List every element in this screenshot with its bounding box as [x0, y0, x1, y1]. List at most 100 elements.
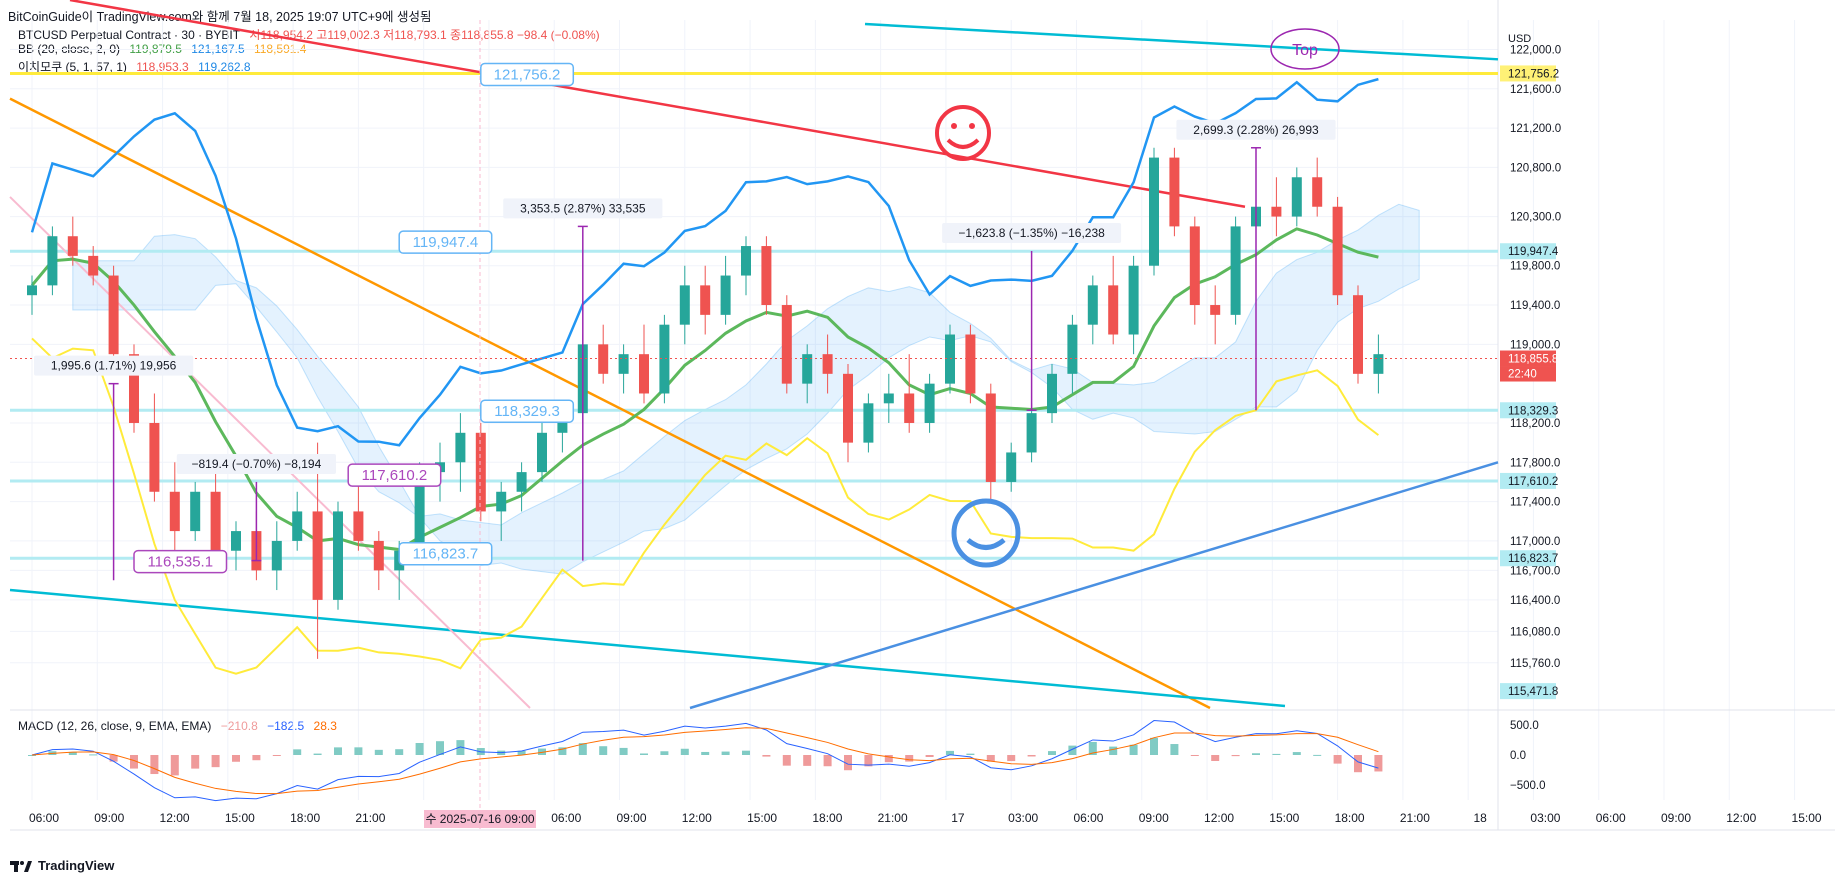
candle-body	[537, 432, 547, 473]
price-badge	[1500, 472, 1556, 489]
price-badge-countdown: 22:40	[1508, 369, 1537, 381]
price-badge-text: 117,610.2	[1508, 476, 1558, 488]
macd-histogram-bar	[436, 741, 444, 755]
chart-header: BitCoinGuide이 TradingView.com와 함께 7월 18,…	[8, 10, 432, 24]
symbol-legend[interactable]: BTCUSD Perpetual Contract · 30 · BYBIT 시…	[18, 26, 606, 43]
price-tick-label: 119,800.0	[1510, 261, 1560, 273]
price-callout-box	[480, 399, 575, 423]
price-badge-text: 118,855.8	[1508, 354, 1558, 366]
measure-label: 3,353.5 (2.87%) 33,535	[520, 201, 646, 215]
time-tick-label: 06:00	[1596, 811, 1626, 825]
tradingview-logo-icon	[10, 859, 32, 873]
macd-histogram-bar	[109, 755, 118, 762]
macd-histogram-bar	[89, 754, 98, 756]
candle-body	[67, 236, 78, 256]
macd-histogram-bar	[1252, 753, 1260, 755]
candle-body	[639, 354, 649, 394]
candle-body	[1312, 177, 1323, 207]
price-tick-label: 119,400.0	[1510, 300, 1560, 312]
candle-body	[1271, 206, 1282, 217]
measure-label-bg	[503, 198, 663, 219]
candle-body	[475, 432, 486, 512]
macd-histogram-bar	[28, 755, 36, 756]
price-callout-text: 117,610.2	[362, 467, 428, 484]
candle-body	[781, 305, 792, 384]
price-tick-label: 121,600.0	[1510, 84, 1561, 96]
candle-body	[1353, 295, 1363, 374]
time-tick-label: 12:00	[682, 811, 712, 825]
candle-body	[27, 285, 37, 296]
candle-body	[1373, 354, 1384, 374]
price-callout-box	[347, 463, 442, 487]
macd-histogram-bar	[170, 755, 179, 776]
macd-histogram-bar	[415, 742, 424, 755]
footer-brand: TradingView	[38, 858, 115, 873]
candle-body	[47, 236, 58, 286]
candle-body	[1189, 226, 1200, 306]
time-tick-label: 18:00	[812, 811, 842, 825]
macd-histogram-bar	[660, 751, 669, 755]
time-tick-label: 06:00	[1073, 811, 1103, 825]
candle-body	[1108, 285, 1119, 335]
measure-label-bg	[942, 222, 1122, 243]
price-badge-text: 119,947.4	[1508, 246, 1559, 258]
macd-histogram-bar	[1292, 752, 1301, 755]
bb-upper-line	[30, 77, 1379, 447]
ichimoku-cloud	[72, 203, 1420, 575]
macd-histogram-bar	[986, 755, 995, 762]
candle-body	[1006, 452, 1017, 482]
price-tick-label: 121,200.0	[1510, 123, 1561, 135]
macd-histogram-bar	[558, 747, 567, 755]
macd-histogram-bar	[640, 753, 648, 755]
crosshair-time-label: 수 2025-07-16 09:00	[425, 812, 534, 826]
trend-line-cyan-upper	[864, 22, 1499, 61]
macd-histogram-bar	[1048, 751, 1056, 755]
macd-histogram-bar	[374, 749, 383, 755]
candle-body	[373, 540, 384, 571]
candle-body	[1067, 324, 1078, 374]
candle-body	[659, 324, 670, 394]
candle-body	[700, 285, 711, 315]
candle-body	[353, 511, 364, 541]
time-tick-label: 06:00	[551, 811, 581, 825]
price-badge	[1500, 550, 1556, 567]
price-callout-box	[398, 541, 493, 566]
macd-histogram-bar	[925, 755, 934, 757]
price-tick-label: 120,800.0	[1510, 162, 1561, 174]
smile-face-icon	[951, 498, 1021, 568]
candle-body	[149, 422, 160, 492]
time-tick-label: 18:00	[1335, 811, 1365, 825]
measure-label: −1,623.8 (−1.35%) −16,238	[958, 226, 1105, 240]
candle-body	[557, 413, 568, 433]
macd-histogram-bar	[1333, 755, 1342, 764]
candle-body	[679, 285, 690, 325]
macd-histogram-bar	[823, 755, 832, 767]
price-callout-box	[398, 230, 493, 254]
price-badge	[1500, 243, 1556, 260]
macd-histogram-bar	[456, 740, 465, 755]
macd-histogram-bar	[211, 755, 220, 768]
macd-histogram-bar	[701, 751, 710, 755]
macd-histogram-bar	[1027, 755, 1036, 757]
measure-label: 2,699.3 (2.28%) 26,993	[1193, 123, 1319, 137]
price-tick-label: 117,000.0	[1510, 536, 1560, 548]
smile-face-icon-mouth	[966, 538, 1006, 550]
time-tick-label: 15:00	[225, 811, 255, 825]
price-callout-text: 116,823.7	[413, 546, 479, 563]
ichimoku-value-b: 119,262.8	[198, 60, 251, 74]
time-tick-label: 17	[951, 811, 965, 825]
price-callout-box	[133, 549, 228, 574]
macd-histogram-bar	[1374, 755, 1383, 772]
price-badge	[1500, 683, 1556, 700]
candle-body	[761, 246, 772, 306]
macd-histogram-bar	[782, 755, 791, 766]
price-tick-label: 122,000.0	[1510, 44, 1561, 56]
macd-tick-label: 500.0	[1510, 720, 1539, 732]
macd-histogram-bar	[680, 748, 689, 755]
candle-body	[1026, 413, 1037, 453]
candle-body	[1291, 177, 1302, 217]
macd-histogram-bar	[884, 755, 893, 763]
price-tick-label: 118,200.0	[1510, 418, 1560, 430]
trend-line-blue	[689, 461, 1499, 710]
